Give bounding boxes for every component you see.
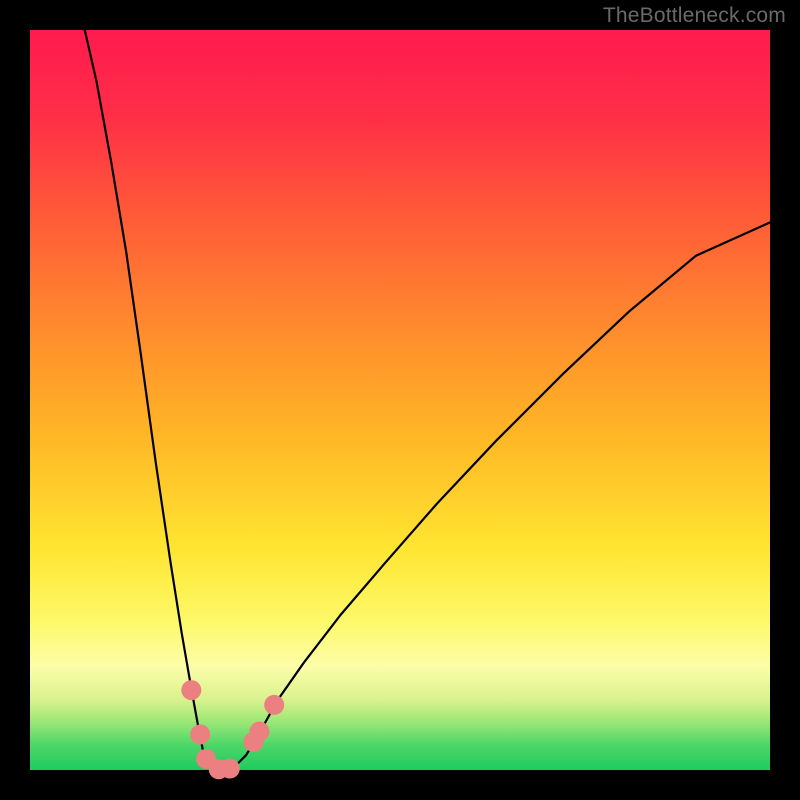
chart-svg: [0, 0, 800, 800]
data-marker: [249, 722, 269, 742]
bottleneck-chart: [0, 0, 800, 800]
data-marker: [264, 695, 284, 715]
data-marker: [220, 759, 240, 779]
data-marker: [181, 680, 201, 700]
watermark-label: TheBottleneck.com: [603, 4, 786, 28]
data-marker: [190, 724, 210, 744]
